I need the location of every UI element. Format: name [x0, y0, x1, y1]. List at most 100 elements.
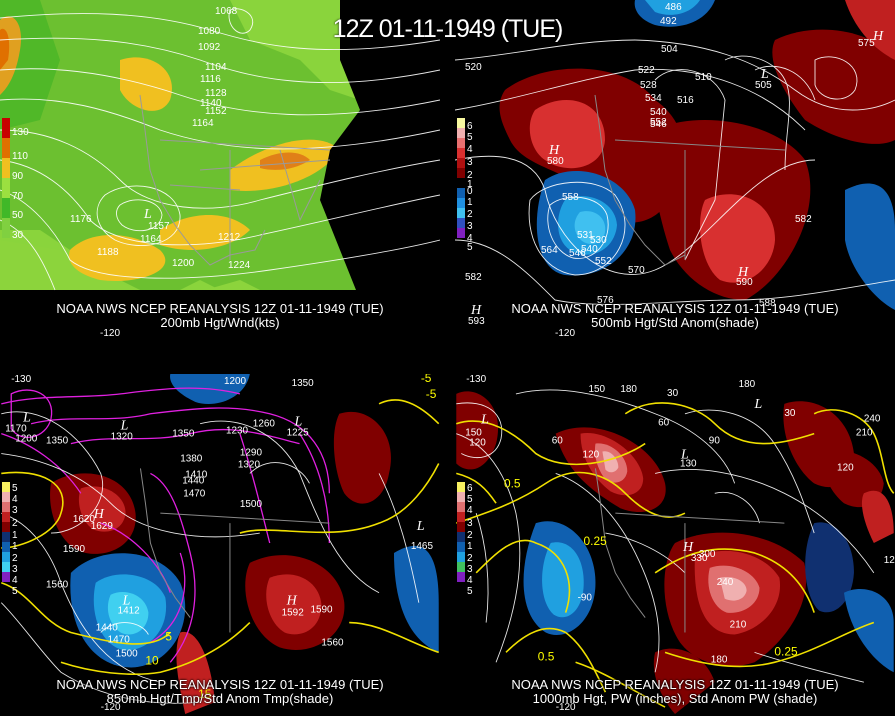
svg-text:150: 150 [589, 384, 606, 395]
colorbar-label: 3 [467, 564, 473, 575]
svg-text:1350: 1350 [292, 378, 315, 389]
svg-text:546: 546 [569, 248, 586, 259]
svg-text:15: 15 [198, 687, 212, 701]
svg-text:1470: 1470 [108, 634, 131, 645]
colorbar-label: 5 [12, 483, 18, 494]
svg-text:0.5: 0.5 [538, 649, 555, 663]
colorbar-label: 4 [467, 575, 473, 586]
panel-subcaption: 850mb Hgt/Tmp/Std Anom Tmp(shade) [106, 691, 334, 706]
svg-text:H: H [872, 29, 884, 44]
svg-text:-5: -5 [421, 374, 432, 385]
svg-text:510: 510 [695, 72, 712, 83]
svg-text:-130: -130 [466, 374, 486, 385]
svg-text:1157: 1157 [148, 221, 170, 232]
svg-text:30: 30 [667, 388, 679, 399]
colorbar-1000mb [457, 482, 465, 582]
svg-text:150: 150 [465, 428, 482, 439]
svg-text:1560: 1560 [321, 637, 344, 648]
svg-text:30: 30 [784, 408, 796, 419]
svg-text:505: 505 [755, 80, 772, 91]
svg-text:H: H [470, 303, 482, 318]
svg-text:492: 492 [660, 16, 677, 27]
svg-text:0.25: 0.25 [584, 534, 608, 548]
svg-text:1412: 1412 [118, 606, 141, 617]
colorbar-label: 1 [467, 197, 473, 208]
svg-text:1140: 1140 [200, 98, 222, 109]
svg-text:1225: 1225 [287, 428, 310, 439]
svg-text:330: 330 [691, 553, 708, 564]
svg-text:540: 540 [650, 107, 667, 118]
svg-text:L: L [760, 67, 769, 82]
colorbar-label: 2 [467, 170, 473, 181]
svg-text:60: 60 [552, 436, 564, 447]
svg-text:1590: 1590 [63, 544, 86, 555]
svg-text:300: 300 [699, 549, 716, 560]
svg-text:564: 564 [541, 245, 558, 256]
svg-text:1164: 1164 [192, 118, 214, 129]
svg-text:120: 120 [469, 438, 486, 449]
svg-text:L: L [122, 594, 131, 609]
svg-text:1410: 1410 [185, 469, 208, 480]
colorbar-label: 1 [12, 530, 18, 541]
svg-text:H: H [682, 540, 694, 555]
svg-text:1470: 1470 [183, 488, 206, 499]
svg-text:H: H [286, 594, 298, 609]
colorbar-label: 4 [467, 233, 473, 244]
panel-200mb: 1068 1080 1092 1104 1116 1128 1140 1152 … [0, 0, 440, 340]
svg-text:1164: 1164 [140, 234, 162, 245]
svg-text:1116: 1116 [200, 74, 221, 85]
svg-text:580: 580 [547, 156, 564, 167]
svg-text:1380: 1380 [180, 453, 203, 464]
svg-text:90: 90 [709, 436, 721, 447]
colorbar-label: 2 [12, 553, 18, 564]
svg-text:1128: 1128 [205, 88, 227, 99]
svg-text:1560: 1560 [46, 580, 69, 591]
svg-text:0.25: 0.25 [774, 644, 798, 658]
colorbar-label: 2 [467, 553, 473, 564]
svg-text:210: 210 [856, 428, 873, 439]
svg-text:552: 552 [595, 256, 612, 267]
svg-text:576: 576 [597, 295, 614, 306]
svg-text:L: L [480, 413, 489, 428]
colorbar-label: 3 [467, 518, 473, 529]
svg-text:-120: -120 [100, 328, 120, 339]
svg-text:210: 210 [730, 620, 747, 631]
svg-text:1500: 1500 [116, 648, 139, 659]
svg-text:240: 240 [717, 577, 734, 588]
svg-text:1224: 1224 [228, 260, 251, 271]
svg-text:1200: 1200 [15, 434, 38, 445]
svg-text:590: 590 [736, 277, 753, 288]
svg-text:593: 593 [468, 316, 485, 327]
colorbar-label: 5 [467, 586, 473, 597]
svg-text:L: L [120, 419, 129, 434]
colorbar-label: 2 [467, 530, 473, 541]
svg-text:120: 120 [884, 555, 895, 566]
svg-text:1104: 1104 [205, 62, 227, 73]
panel-caption: NOAA NWS NCEP REANALYSIS 12Z 01-11-1949 … [511, 677, 839, 692]
svg-text:H: H [93, 507, 105, 522]
svg-text:1200: 1200 [172, 258, 195, 269]
svg-text:552: 552 [650, 117, 667, 128]
svg-text:520: 520 [465, 62, 482, 73]
svg-text:H: H [737, 265, 749, 280]
panel-500mb: 486 492 504 510 516 522 528 534 540 546 … [455, 0, 895, 340]
panel-subcaption: 1000mb Hgt, PW (inches), Std Anom PW (sh… [532, 691, 818, 706]
svg-text:L: L [754, 397, 763, 412]
colorbar-label: 90 [12, 171, 24, 182]
svg-text:1629: 1629 [91, 521, 114, 532]
colorbar-label: 110 [12, 151, 28, 162]
svg-text:120: 120 [837, 462, 854, 473]
panel-1000mb: L 150 120 60 150 180 30 60 90 120 L 130 … [455, 374, 895, 716]
svg-text:558: 558 [562, 192, 579, 203]
colorbar-label: 3 [12, 564, 18, 575]
svg-text:1188: 1188 [97, 247, 119, 258]
svg-text:1170: 1170 [5, 424, 27, 435]
colorbar-label: 3 [12, 505, 18, 516]
svg-text:L: L [294, 415, 303, 430]
colorbar-label: 6 [467, 483, 473, 494]
svg-text:L: L [22, 411, 31, 426]
colorbar-label: 30 [12, 230, 24, 241]
colorbar-850mb [2, 482, 10, 582]
panel-caption: NOAA NWS NCEP REANALYSIS 12Z 01-11-1949 … [56, 677, 384, 692]
svg-text:-130: -130 [11, 374, 31, 385]
